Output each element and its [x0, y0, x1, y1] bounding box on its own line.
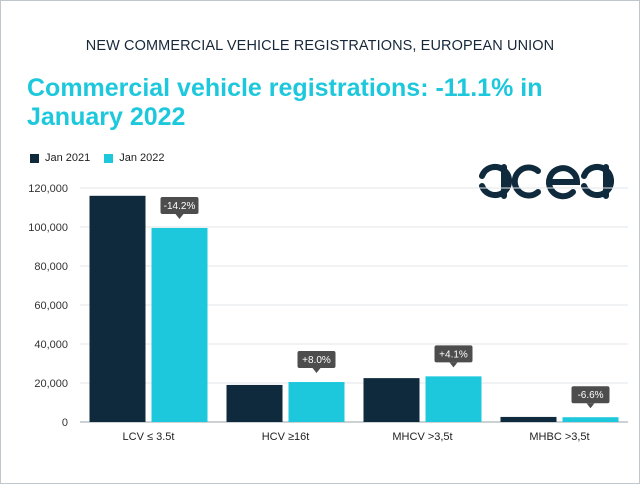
- legend-item-jan-2022: Jan 2022: [104, 152, 165, 164]
- change-label-bubble: [160, 196, 199, 214]
- y-tick-label: 20,000: [34, 378, 68, 390]
- change-label-pointer: [586, 403, 595, 409]
- acea-logo: [474, 150, 614, 217]
- bar-jan-2021: [226, 384, 283, 422]
- y-tick-label: 60,000: [34, 300, 68, 312]
- y-tick-label: 40,000: [34, 339, 68, 351]
- change-label-bubble: [297, 351, 336, 369]
- legend-swatch-jan-2022: [104, 153, 114, 163]
- change-label-pointer: [449, 362, 458, 368]
- legend-label-jan-2021: Jan 2021: [45, 152, 91, 164]
- bar-jan-2022: [151, 227, 208, 422]
- change-label-bubble: [571, 386, 610, 404]
- bar-jan-2022: [425, 376, 482, 422]
- x-category-label: LCV ≤ 3.5t: [123, 431, 175, 443]
- x-category-label: MHBC >3,5t: [529, 431, 589, 443]
- legend: Jan 2021 Jan 2022: [30, 152, 179, 164]
- change-label-pointer: [312, 368, 321, 374]
- change-label: +8.0%: [302, 355, 331, 366]
- x-category-label: MHCV >3,5t: [392, 431, 452, 443]
- legend-item-jan-2021: Jan 2021: [30, 152, 90, 164]
- bar-jan-2021: [89, 195, 146, 422]
- bar-jan-2022: [288, 382, 345, 422]
- change-label-bubble: [434, 345, 473, 363]
- y-tick-label: 80,000: [34, 261, 68, 273]
- chart-title: Commercial vehicle registrations: -11.1%…: [27, 74, 543, 131]
- change-label: -6.6%: [577, 390, 603, 401]
- x-category-label: HCV ≥16t: [262, 431, 310, 443]
- y-tick-label: 120,000: [28, 183, 68, 195]
- y-tick-label: 100,000: [28, 222, 68, 234]
- y-tick-label: 0: [62, 417, 68, 429]
- change-label: -14.2%: [164, 201, 196, 212]
- legend-label-jan-2022: Jan 2022: [119, 152, 165, 164]
- change-label-pointer: [175, 213, 184, 219]
- super-title: NEW COMMERCIAL VEHICLE REGISTRATIONS, EU…: [85, 38, 555, 54]
- bar-jan-2021: [363, 378, 420, 422]
- legend-swatch-jan-2021: [30, 153, 39, 163]
- bar-jan-2021: [500, 416, 557, 422]
- bar-jan-2022: [562, 417, 619, 422]
- change-label: +4.1%: [439, 349, 468, 360]
